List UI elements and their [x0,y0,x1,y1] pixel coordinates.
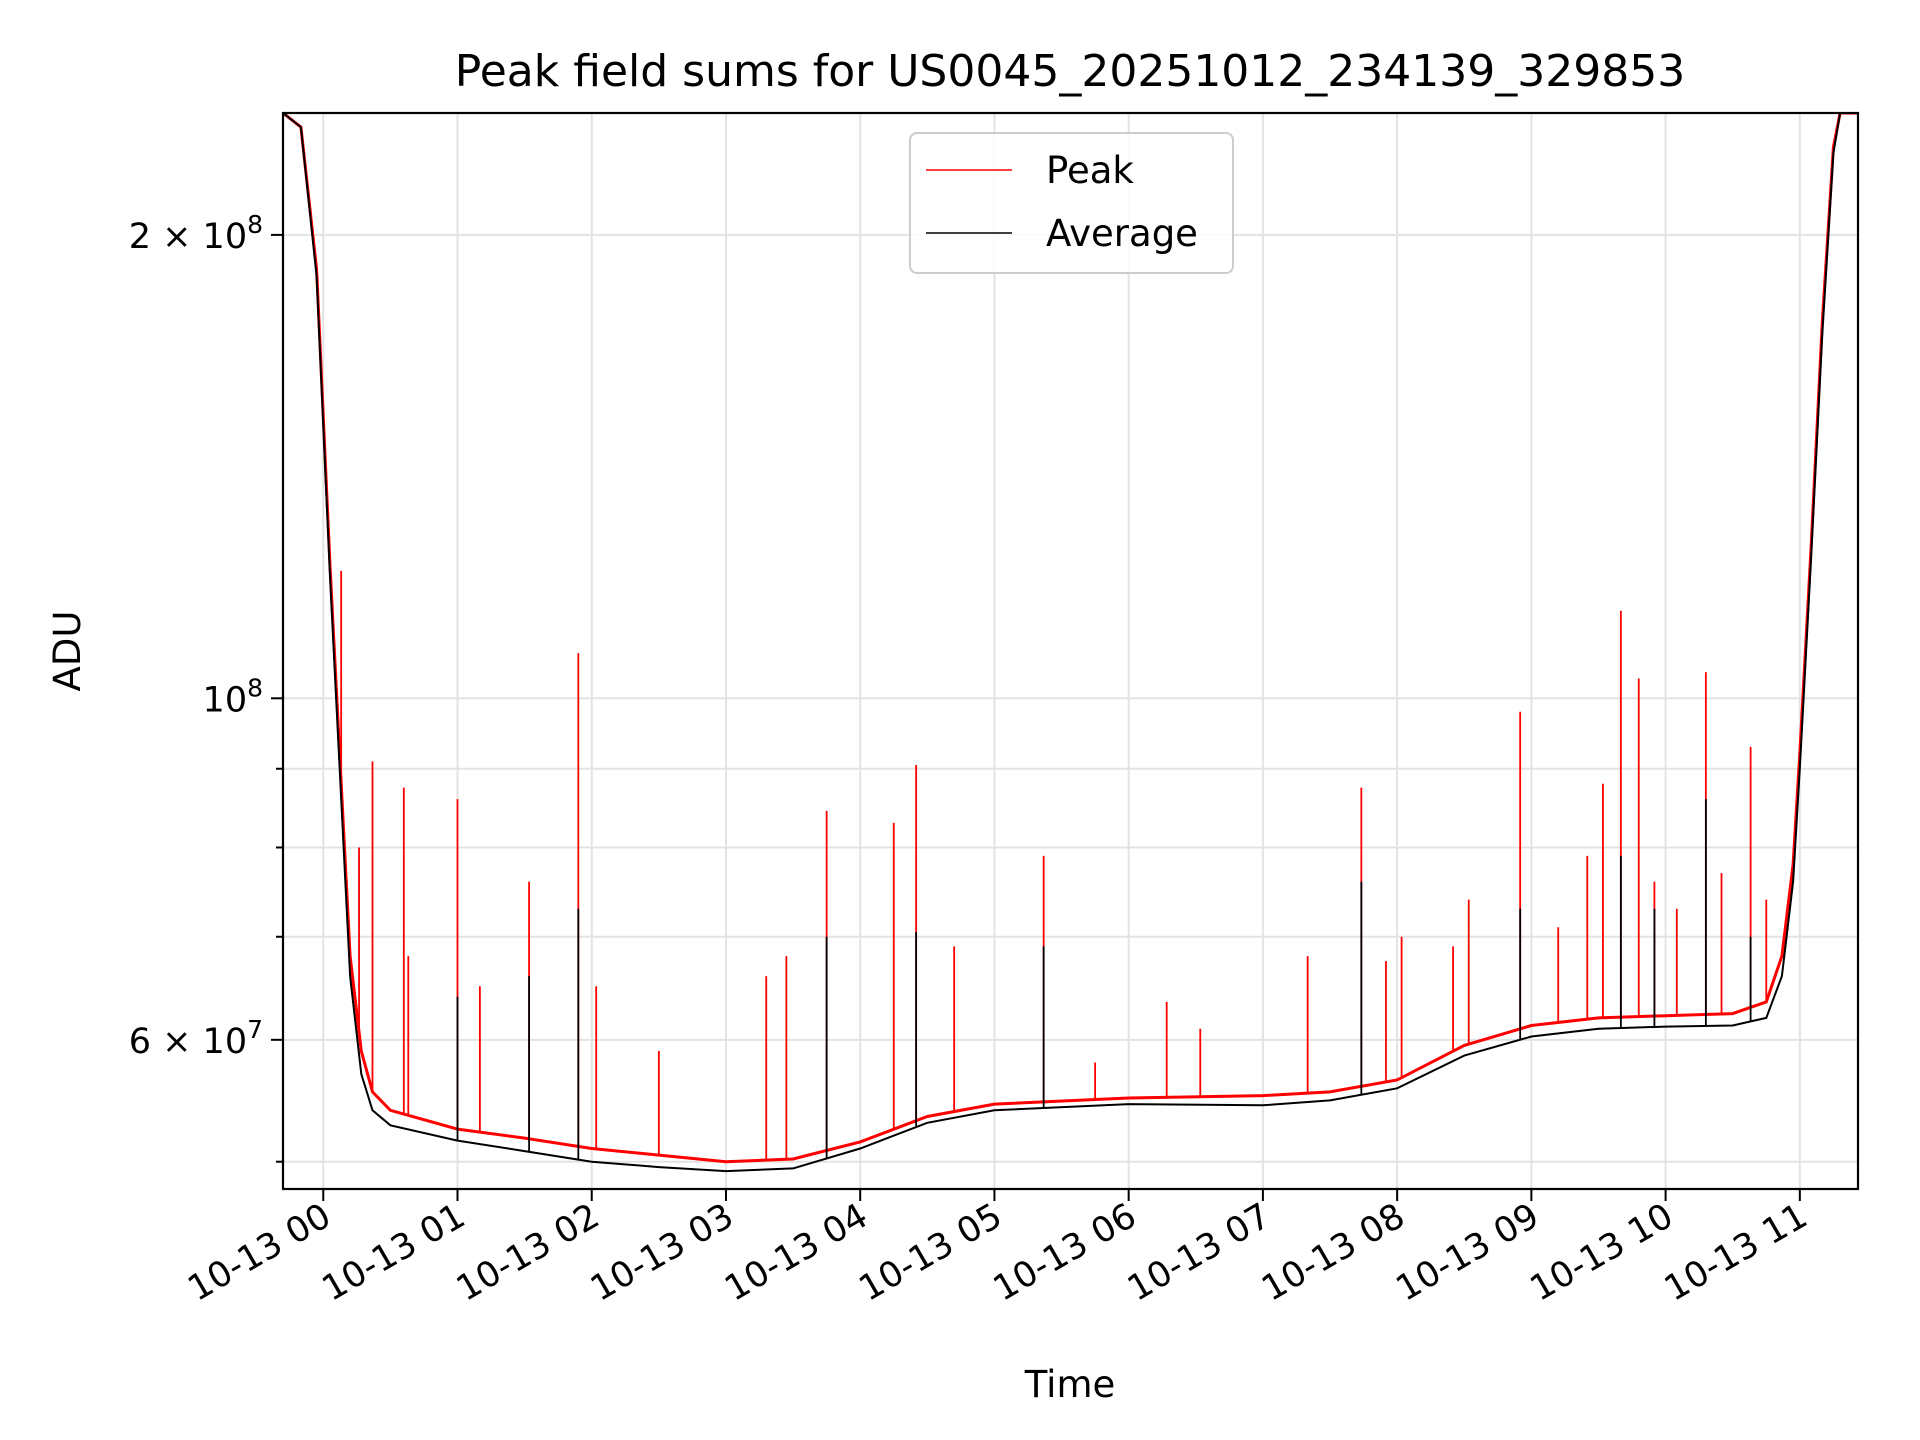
x-tick-label: 10-13 04 [718,1196,874,1309]
y-axis-label: ADU [46,611,89,692]
x-tick-label: 10-13 02 [450,1196,606,1309]
series-peak [283,113,1858,1164]
plot-frame [281,111,1860,1191]
legend: Peak Average [909,132,1234,274]
grid-lines [283,113,1858,1189]
series-average [283,113,1858,1173]
chart-title: Peak field sums for US0045_20251012_2341… [455,46,1685,97]
legend-label-peak: Peak [1046,149,1134,192]
x-tick-label: 10-13 08 [1255,1196,1411,1309]
x-tick-label: 10-13 06 [987,1196,1143,1309]
y-tick-label: 2 × 108 [129,210,263,257]
x-tick-label: 10-13 11 [1658,1196,1814,1309]
x-axis-label: Time [1024,1363,1116,1406]
x-tick-label: 10-13 07 [1121,1196,1277,1309]
x-tick-label: 10-13 09 [1390,1196,1546,1309]
x-tick-label: 10-13 10 [1524,1196,1680,1309]
legend-box [909,132,1234,274]
y-axis: 108 2 × 108 6 × 107 [129,210,283,1163]
x-tick-label: 10-13 00 [181,1196,337,1309]
series-line-average [283,113,1858,1173]
legend-label-average: Average [1046,212,1198,255]
x-tick-label: 10-13 01 [316,1196,472,1309]
series-layer [283,113,1858,1173]
x-tick-label: 10-13 05 [853,1196,1009,1309]
series-line-peak [283,113,1858,1164]
x-tick-label: 10-13 03 [584,1196,740,1309]
y-tick-label: 108 [203,673,263,720]
y-tick-label: 6 × 107 [129,1015,263,1062]
